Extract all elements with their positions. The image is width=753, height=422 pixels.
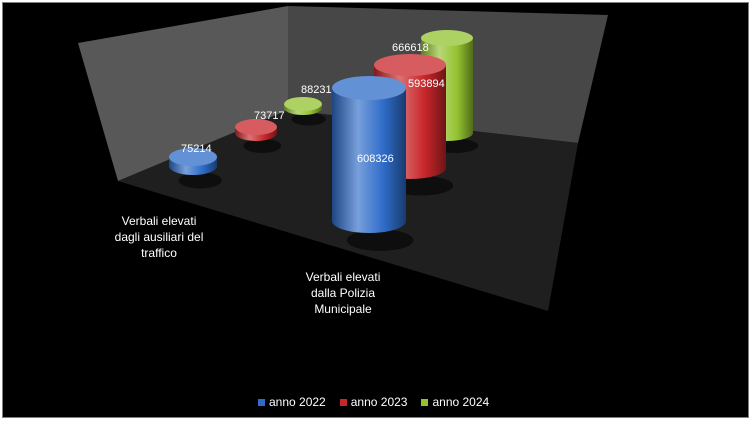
bar-shadow	[346, 229, 414, 251]
bar-body	[332, 88, 406, 233]
chart-value-labels: 75214 608326 73717 593894 88231 666618	[181, 42, 445, 165]
bar-anno-2022-cat0	[169, 148, 222, 189]
legend-label-2024: anno 2024	[432, 395, 490, 409]
bar-top	[235, 119, 277, 135]
legend-swatch-2023	[339, 398, 347, 406]
left-wall	[78, 6, 288, 181]
legend-label-2022: anno 2022	[269, 395, 326, 409]
value-label-anno-2022-cat0: 75214	[181, 143, 212, 155]
chart-plot: 75214 608326 73717 593894 88231 666618	[78, 6, 608, 311]
bar-top	[284, 97, 322, 111]
bar-shadow	[291, 112, 326, 126]
bar-top	[374, 54, 446, 76]
chart-legend: anno 2022 anno 2023 anno 2024	[258, 395, 489, 409]
legend-swatch-2024	[421, 398, 429, 406]
bar-anno-2022-cat1	[332, 76, 414, 251]
bar-anno-2023-cat0	[235, 119, 282, 153]
bar-top	[421, 30, 473, 46]
bar-shadow	[243, 138, 282, 153]
category-label-ausiliari: Verbali elevati dagli ausiliari del traf…	[114, 214, 204, 260]
legend-item-2023: anno 2023	[339, 395, 408, 409]
value-label-anno-2022-cat1: 608326	[357, 153, 394, 165]
value-label-anno-2023-cat0: 73717	[254, 110, 285, 122]
value-label-anno-2024-cat0: 88231	[301, 84, 332, 96]
value-label-anno-2023-cat1: 593894	[408, 78, 445, 90]
bar-anno-2024-cat0	[284, 97, 326, 126]
legend-item-2024: anno 2024	[421, 395, 489, 409]
legend-label-2023: anno 2023	[350, 395, 408, 409]
value-label-anno-2024-cat1: 666618	[392, 42, 429, 54]
legend-swatch-2022	[258, 398, 265, 406]
chart-area: 75214 608326 73717 593894 88231 666618 Verbal…	[2, 2, 749, 418]
chart-bars	[169, 30, 479, 251]
category-label-polizia: Verbali elevati dalla Polizia Municipale	[305, 270, 381, 316]
bar-shadow	[178, 172, 222, 189]
bar-top	[169, 148, 217, 166]
bar-top	[332, 76, 406, 100]
legend-item-2022: anno 2022	[258, 395, 326, 409]
